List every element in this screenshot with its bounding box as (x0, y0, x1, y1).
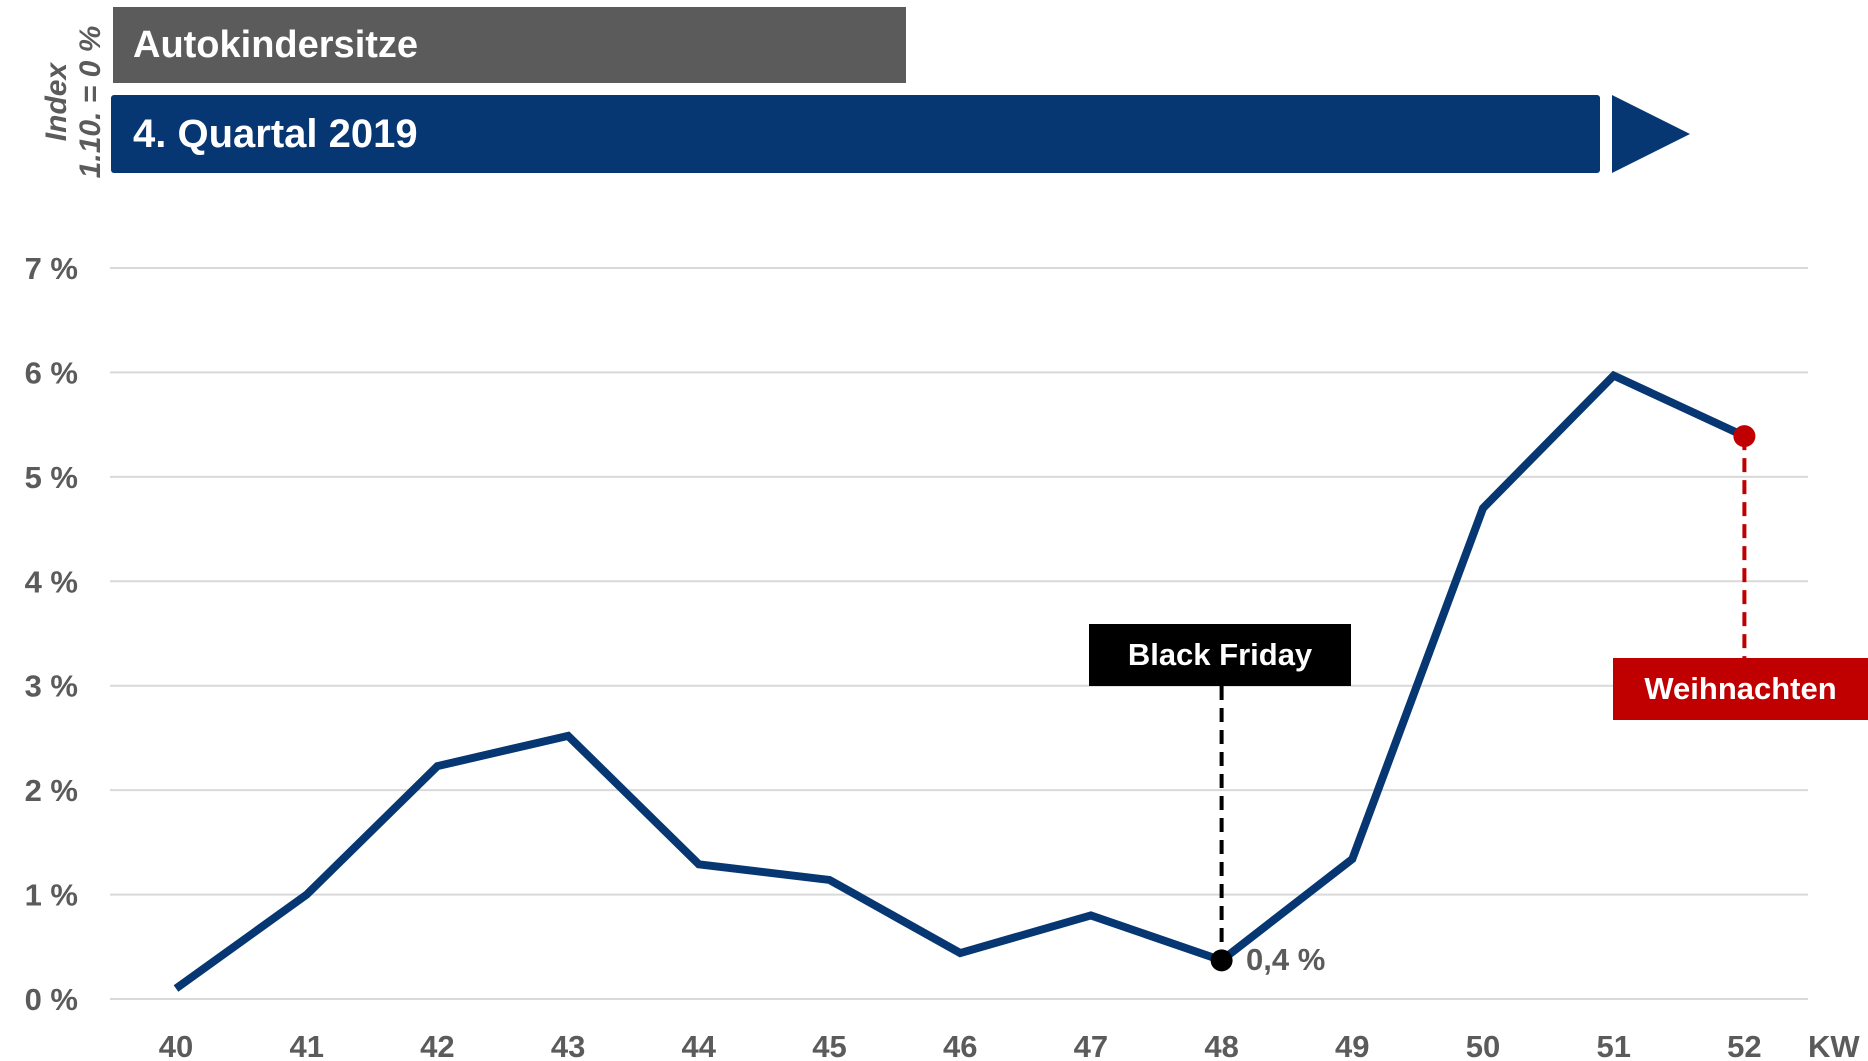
black-friday-value-label: 0,4 % (1246, 942, 1326, 977)
series-line (173, 370, 1747, 992)
x-tick-label: 40 (159, 1029, 193, 1061)
y-axis-label: Index 1.10. = 0 % (40, 0, 110, 212)
x-tick-label: 50 (1466, 1029, 1500, 1061)
y-tick-label: 7 % (25, 251, 78, 286)
black-friday-label: Black Friday (1089, 624, 1351, 686)
y-tick-label: 0 % (25, 982, 78, 1017)
x-tick-label: 49 (1335, 1029, 1369, 1061)
y-tick-label: 5 % (25, 460, 78, 495)
x-tick-label: 41 (289, 1029, 323, 1061)
x-tick-label: 44 (682, 1029, 717, 1061)
x-tick-label: 48 (1204, 1029, 1238, 1061)
y-tick-label: 4 % (25, 564, 78, 599)
y-tick-label: 2 % (25, 773, 78, 808)
christmas-marker (1733, 425, 1756, 448)
x-axis-label: KW (1808, 1029, 1860, 1061)
y-axis-label-line2: 1.10. = 0 % (74, 25, 107, 179)
chart-category-title: Autokindersitze (113, 7, 906, 83)
x-tick-label: 52 (1727, 1029, 1761, 1061)
y-tick-label: 1 % (25, 878, 78, 913)
chart-period-banner: 4. Quartal 2019 (111, 95, 1600, 173)
christmas-label: Weihnachten (1613, 658, 1868, 720)
y-tick-label: 3 % (25, 669, 78, 704)
x-tick-label: 47 (1074, 1029, 1108, 1061)
period-arrow-icon (1612, 95, 1690, 173)
x-tick-label: 51 (1596, 1029, 1630, 1061)
x-tick-label: 46 (943, 1029, 977, 1061)
y-axis-label-line1: Index (40, 62, 73, 142)
black-friday-marker (1210, 949, 1233, 972)
x-tick-label: 42 (420, 1029, 454, 1061)
x-tick-label: 43 (551, 1029, 585, 1061)
x-tick-label: 45 (812, 1029, 846, 1061)
y-tick-label: 6 % (25, 355, 78, 390)
